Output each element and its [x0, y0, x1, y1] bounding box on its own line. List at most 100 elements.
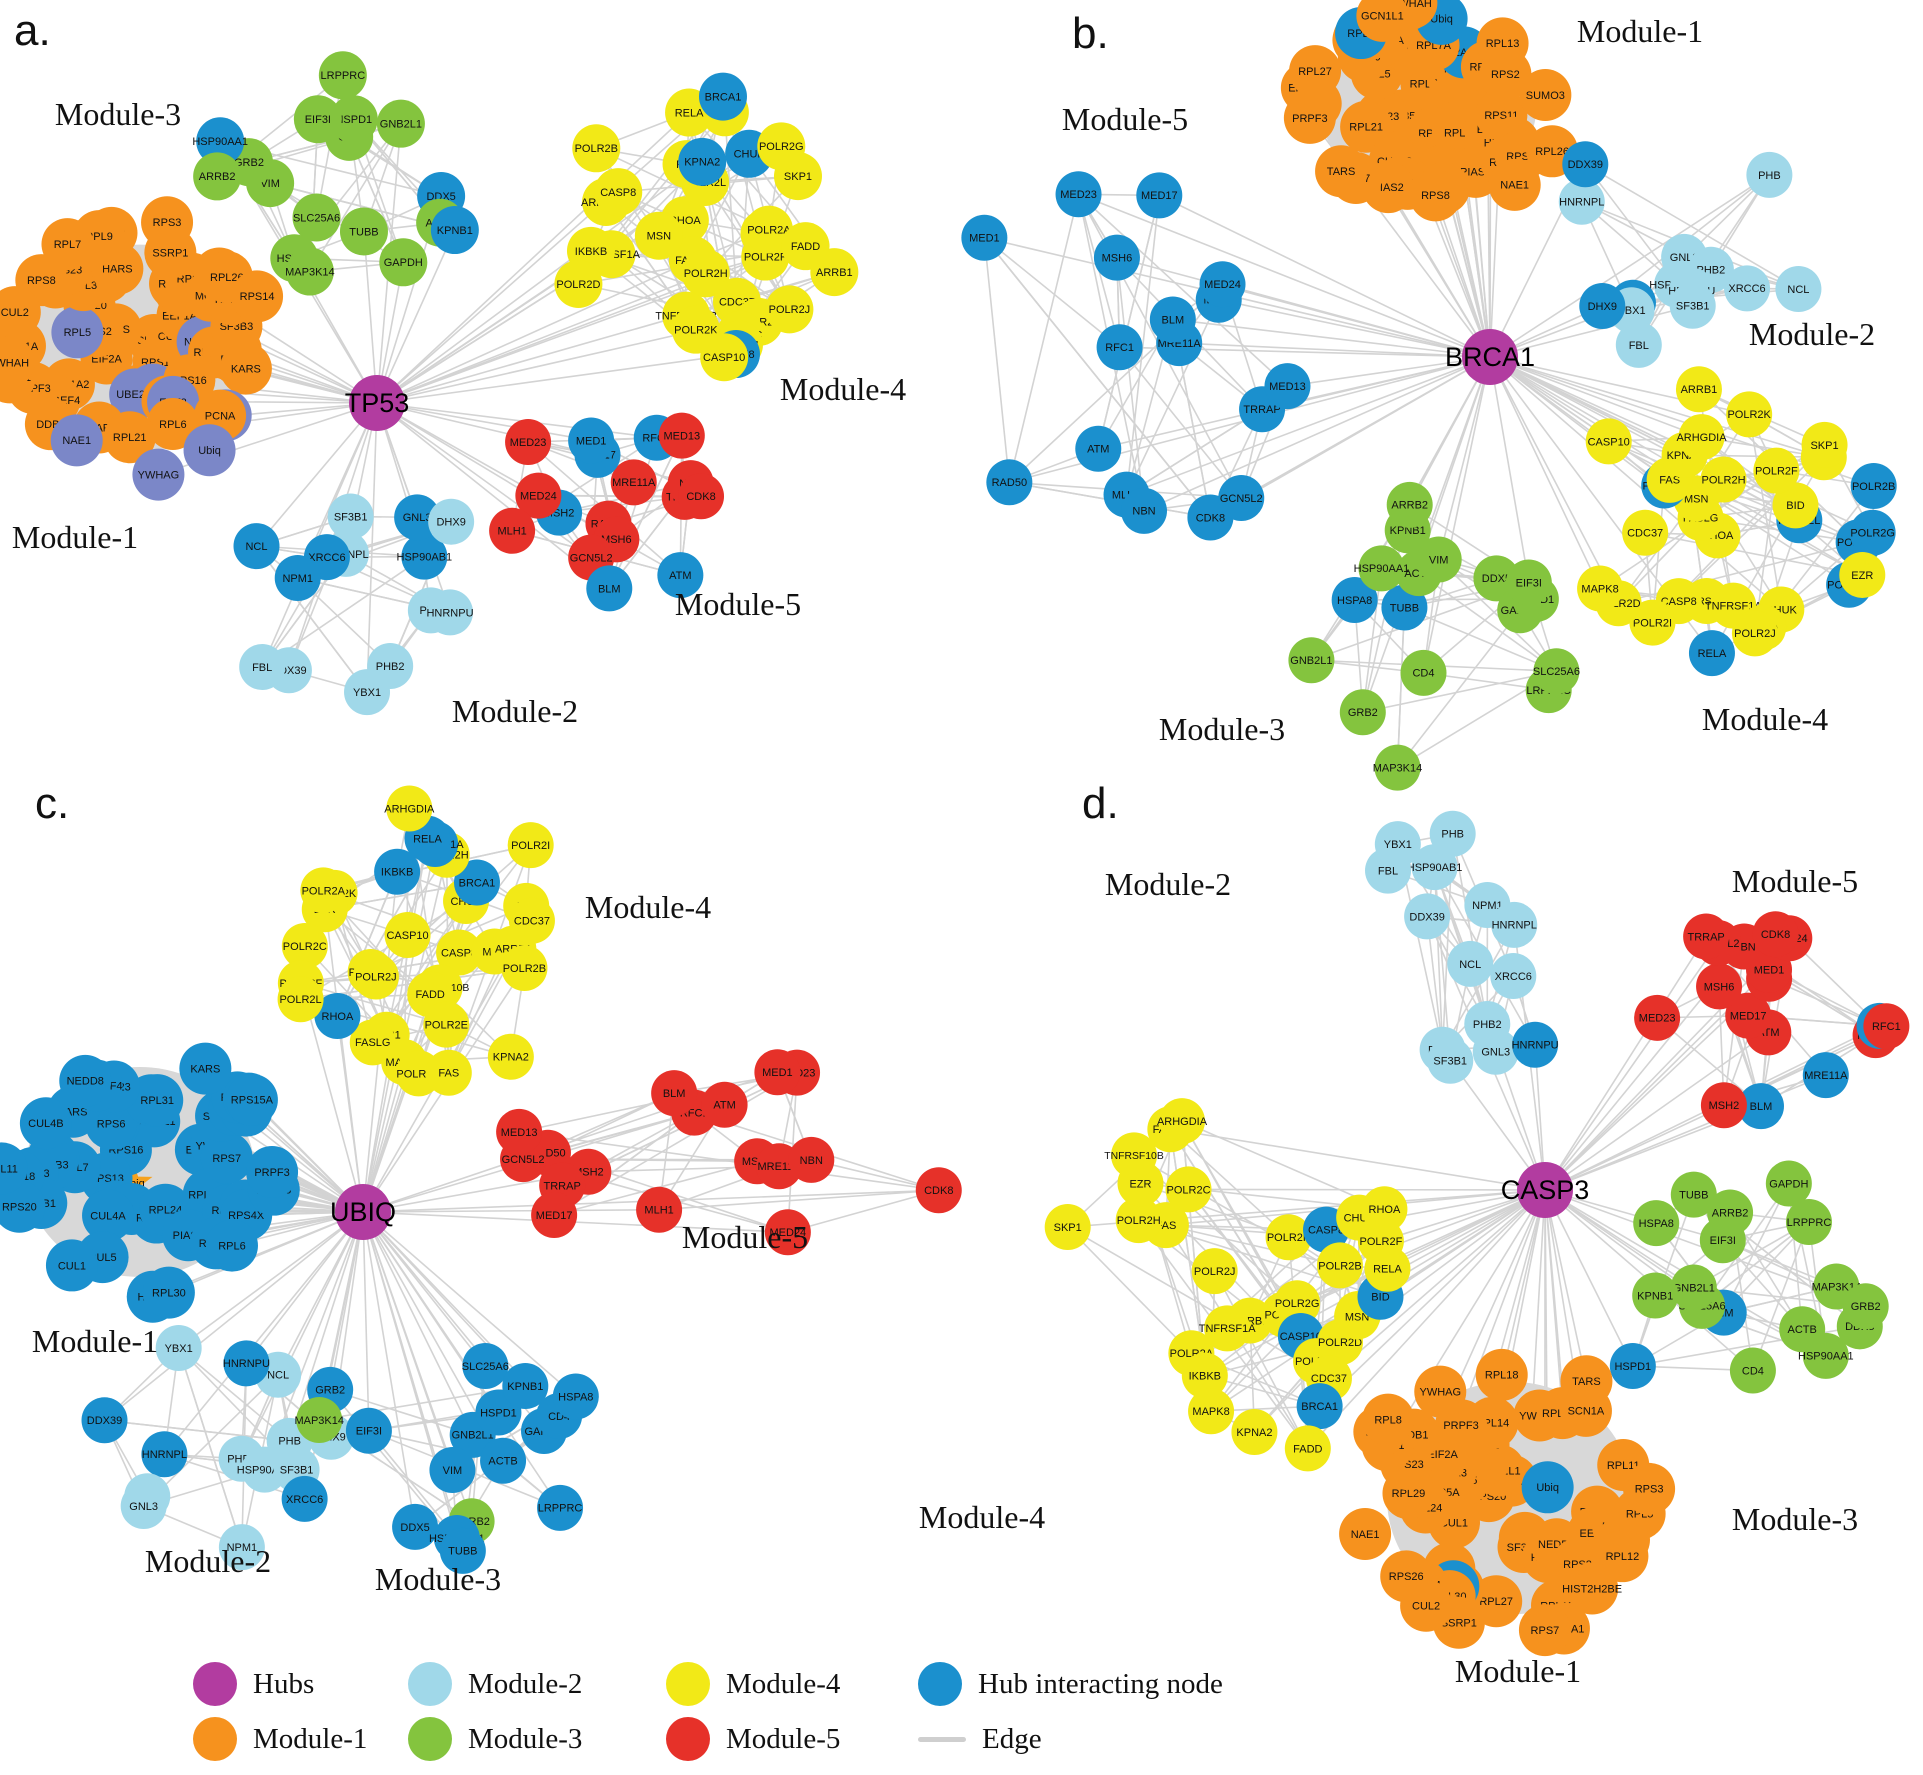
node-label: GNL3 [403, 512, 432, 524]
node-label: CDC37 [1311, 1373, 1347, 1385]
node-label: CUL1 [58, 1260, 86, 1272]
node-label: HSPD1 [1614, 1361, 1651, 1373]
node-label: TNFRSF1A [1199, 1323, 1257, 1335]
edge [1067, 1226, 1192, 1354]
node-RPS8 [1409, 169, 1462, 222]
node-label: RPL27 [1298, 66, 1332, 78]
edge [1067, 1226, 1330, 1380]
hub-edge [362, 1211, 577, 1398]
legend-item-module-2: Module-2 [408, 1662, 582, 1706]
node-HNRNPL [1558, 178, 1605, 225]
node-label: BRCA1 [705, 91, 742, 103]
node-RPS3 [1623, 1462, 1676, 1515]
hub-edge [1489, 356, 1702, 438]
node-ARHGDIA [1159, 1098, 1206, 1145]
legend-item-module-1: Module-1 [193, 1717, 367, 1761]
node-label: RPL26 [1535, 146, 1569, 158]
hub-edge [363, 231, 378, 404]
edge [608, 435, 683, 589]
node-label: HSPA8 [1337, 595, 1372, 607]
node-label: CUL2 [1412, 1601, 1440, 1613]
node-label: EIF3I [305, 114, 331, 126]
module-label-b-module-4: Module-4 [1702, 701, 1828, 737]
node-SKP1 [1801, 421, 1848, 468]
hub-swatch [193, 1662, 237, 1706]
node-label: POLR2F [1360, 1236, 1403, 1248]
node-MED24 [764, 1209, 811, 1256]
labels-layer: Module-5 Module-1 Module-2 Module-4 Module-3 [1062, 13, 1875, 747]
node-label: EIF2A [1427, 1449, 1458, 1461]
node-label: MED24 [1204, 279, 1241, 291]
node-label: LRPPRC [1787, 1217, 1832, 1229]
edge [1362, 568, 1383, 713]
hub-edge [1078, 193, 1491, 358]
node-label: TRRAP [544, 1180, 581, 1192]
node-MED1 [961, 214, 1008, 261]
node-YBX1 [344, 669, 391, 716]
edge [1748, 414, 1783, 610]
node-MAP3K14 [285, 247, 334, 296]
node-SF3B1 [327, 493, 374, 540]
node-POLR2D [554, 260, 603, 309]
module-label-d-module-1: Module-1 [1455, 1653, 1581, 1689]
node-MAP3K14 [1374, 744, 1421, 791]
hub-edge [288, 1211, 364, 1442]
node-label: RPL27 [1479, 1596, 1513, 1608]
edge [983, 237, 1121, 348]
node-label: POLR2C [283, 941, 327, 953]
legend-label: Module-1 [253, 1722, 368, 1755]
node-ARRB1 [810, 248, 859, 297]
hub-edge [1544, 1189, 1634, 1367]
node-label: POLR2I [1633, 617, 1672, 629]
hub-edge [300, 982, 364, 1213]
node-RELA [1688, 630, 1735, 677]
node-label: CDK8 [924, 1185, 953, 1197]
node-label: MSH2 [1709, 1100, 1740, 1112]
node-label: MAP3K14 [1812, 1281, 1862, 1293]
node-EZR [1839, 551, 1886, 598]
node-label: SKP1 [1054, 1222, 1082, 1234]
node-label: ARRB2 [1391, 500, 1428, 512]
module-label-d-module-2: Module-2 [1105, 866, 1231, 902]
node-label: NAE1 [62, 435, 91, 447]
node-EIF3I [293, 95, 342, 144]
node-POLR2L [277, 976, 324, 1023]
node-label: MED13 [663, 430, 700, 442]
node-POLR2J [1191, 1248, 1238, 1295]
node-label: POLR2G [1275, 1298, 1320, 1310]
node-label: TARS [1327, 166, 1356, 178]
node-label: NCL [1787, 284, 1809, 296]
hub-edge [362, 1211, 464, 1552]
hub-edge [1489, 356, 1800, 521]
node-MAPK8 [1577, 565, 1624, 612]
edge [177, 1347, 243, 1548]
node-label: GCN5L2 [502, 1154, 545, 1166]
node-label: NAE1 [1351, 1529, 1380, 1541]
module-label-b-module-3: Module-3 [1159, 711, 1285, 747]
hub-edge [1437, 356, 1491, 560]
node-label: NEDD8 [67, 1076, 104, 1088]
node-label: RELA [413, 833, 442, 845]
node-label: GRB2 [1851, 1301, 1881, 1313]
node-label: CHUK [734, 149, 766, 161]
node-label: POLR2A [747, 225, 791, 237]
node-label: RPS8 [27, 275, 56, 287]
hub-edge [1170, 1128, 1546, 1191]
hub-edge [376, 245, 806, 404]
node-label: MED1 [762, 1067, 793, 1079]
node-YWHAH [0, 336, 35, 389]
node-label: CDK8 [686, 491, 715, 503]
node-label: MAP3K14 [294, 1415, 344, 1427]
node-CD4 [1400, 649, 1447, 696]
node-POLR2I [1629, 599, 1676, 646]
edge [323, 844, 531, 892]
node-label: RHOA [1369, 1204, 1401, 1216]
node-LRPPRC [318, 51, 367, 100]
node-ARRB2 [1707, 1189, 1754, 1236]
edge [1584, 163, 1678, 286]
node-label: HSP90AA1 [1354, 563, 1410, 575]
node-CD4 [1729, 1347, 1776, 1394]
hub-edge [376, 259, 694, 404]
node-HNRNPL [1491, 901, 1538, 948]
node-POLR2I [507, 822, 554, 869]
